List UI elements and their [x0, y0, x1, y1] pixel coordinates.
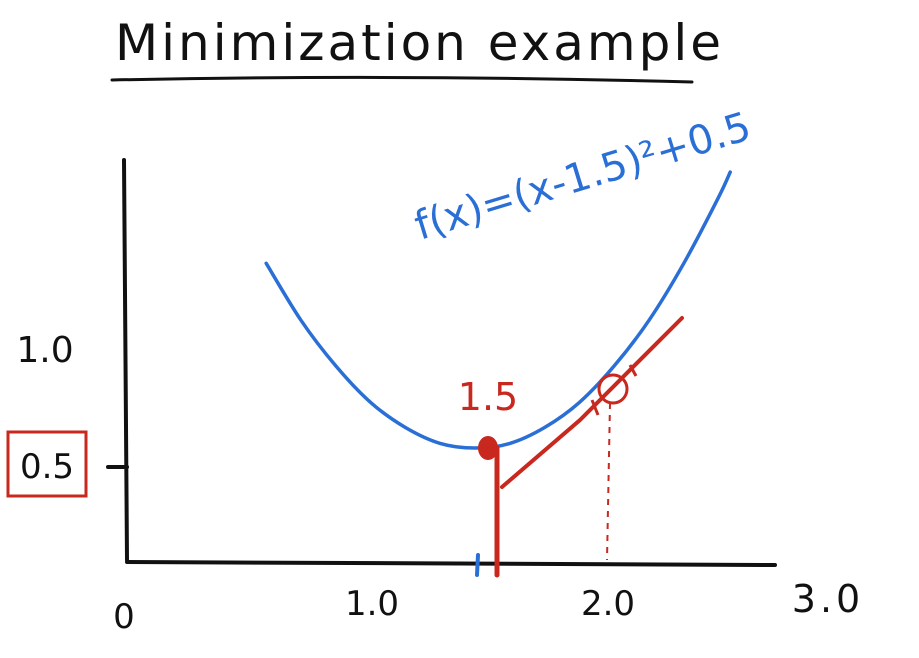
title-underline [110, 75, 694, 84]
probe-point-marker [597, 373, 629, 405]
y-tick-label-1.0: 1.0 [16, 330, 73, 371]
minimum-annotation: 1.5 [458, 316, 684, 578]
function-curve [264, 170, 732, 450]
tangent-line [500, 316, 684, 489]
highlight-box [6, 430, 88, 498]
y-tick-label-0.5: 0.5 [20, 447, 74, 487]
x-tick-1.5-mark [475, 553, 480, 577]
x-tick-label-2: 2.0 [581, 584, 635, 624]
x-axis [125, 560, 777, 567]
probe-dashed-drop [606, 402, 611, 561]
x-tick-label-0: 0 [113, 597, 135, 637]
minimum-label: 1.5 [458, 375, 518, 419]
tangent-tick [590, 399, 600, 416]
axes [122, 158, 777, 567]
x-tick-label-1: 1.0 [345, 584, 399, 624]
chart-title: Minimization example [115, 14, 724, 72]
x-tick-label-3: 3.0 [792, 577, 864, 621]
tangent-tick-2 [628, 364, 638, 377]
y-axis [122, 158, 129, 562]
minimum-marker [478, 436, 498, 460]
